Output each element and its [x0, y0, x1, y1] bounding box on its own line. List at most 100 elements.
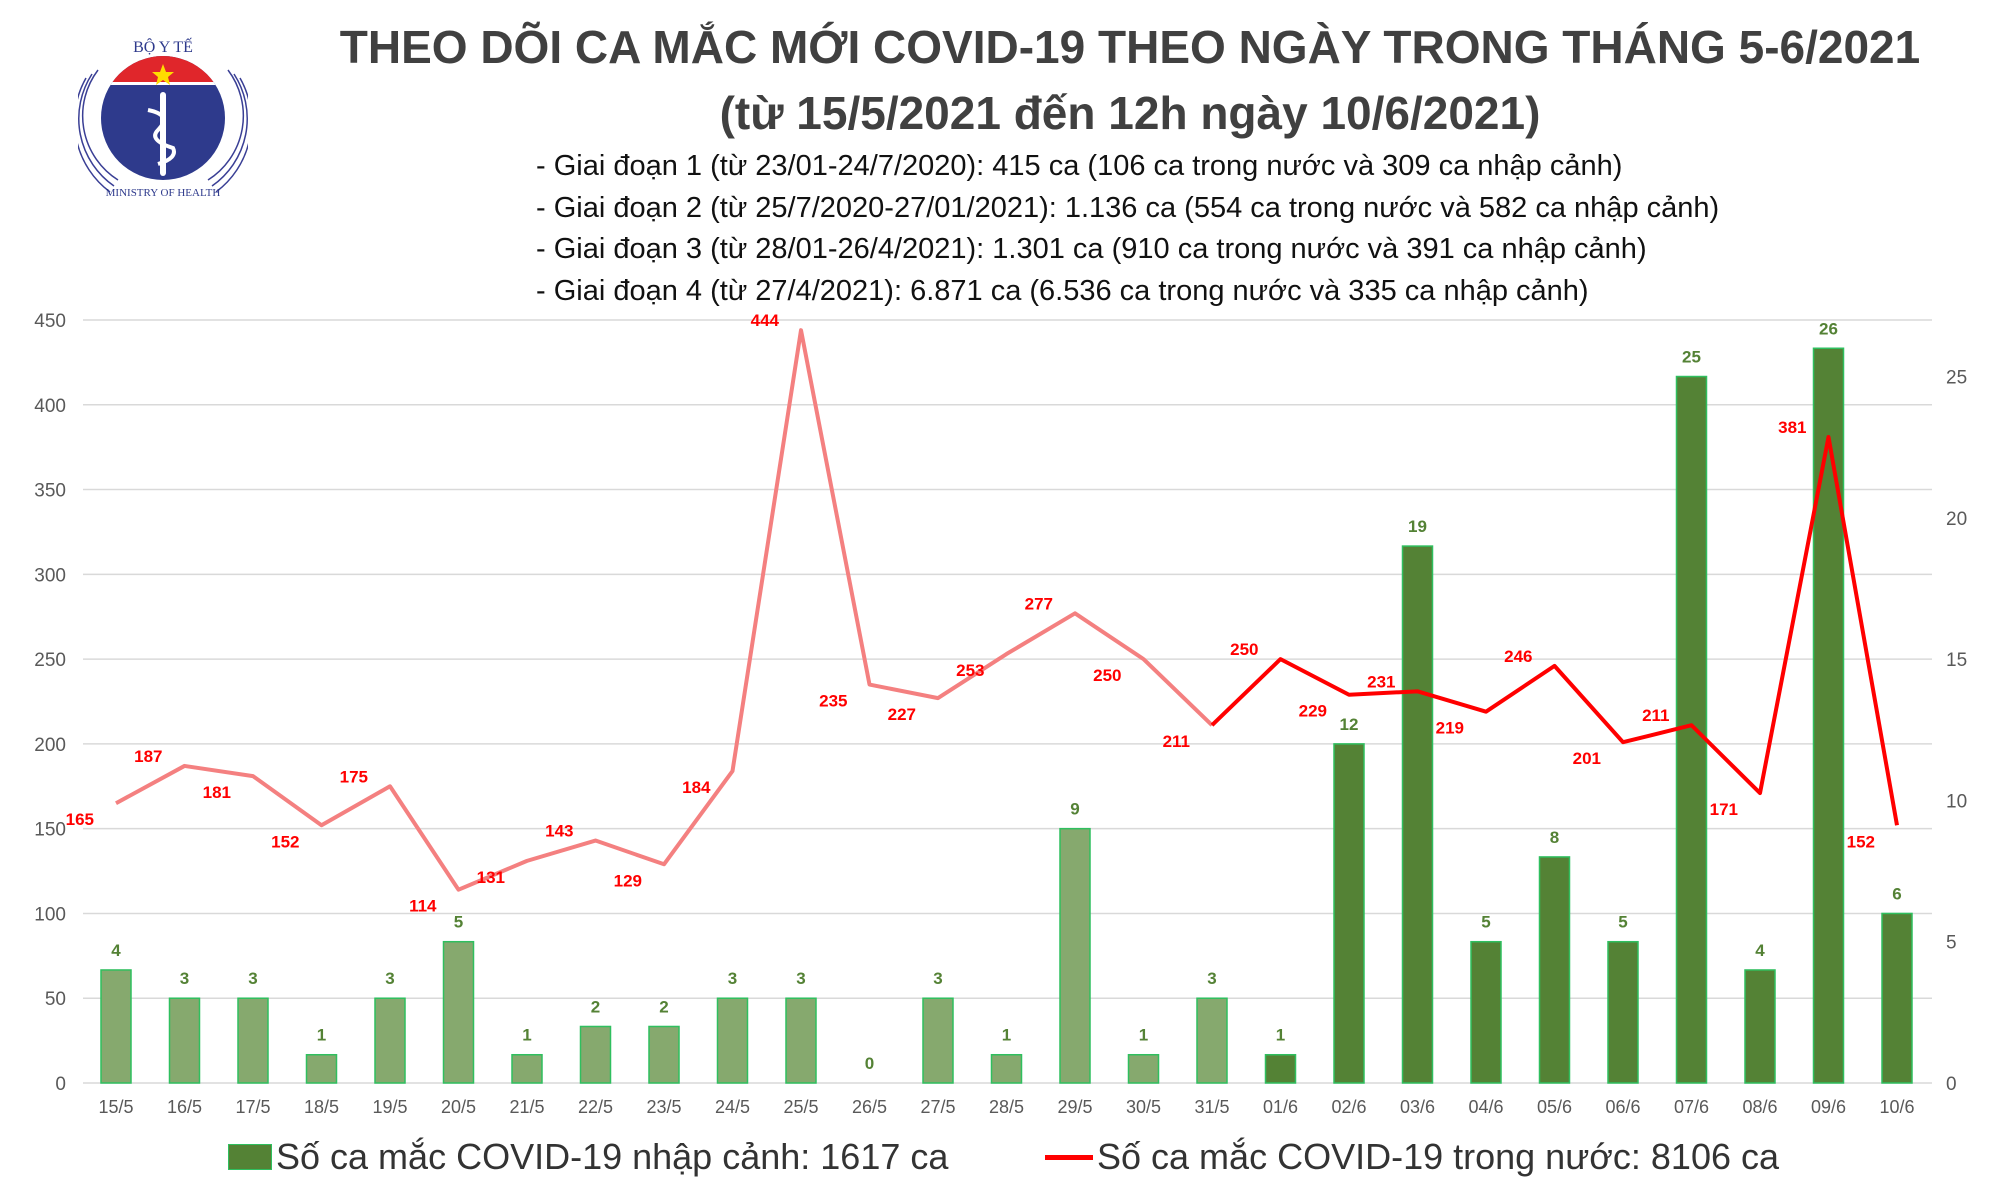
- line-value-label: 253: [956, 661, 984, 680]
- bar-value-label: 2: [659, 997, 668, 1016]
- line-value-label: 165: [66, 810, 94, 829]
- line-value-label: 229: [1299, 702, 1327, 721]
- line-value-label: 444: [751, 311, 780, 330]
- bar-value-label: 19: [1408, 517, 1427, 536]
- x-axis-tick: 22/5: [578, 1097, 613, 1117]
- left-axis-tick: 300: [34, 565, 66, 586]
- line-value-label: 175: [340, 767, 368, 786]
- phase-4-text: - Giai đoạn 4 (từ 27/4/2021): 6.871 ca (…: [536, 274, 1589, 307]
- x-axis-tick: 23/5: [646, 1097, 681, 1117]
- line-value-label: 114: [409, 897, 437, 916]
- bar-value-label: 5: [1618, 913, 1627, 932]
- x-axis-tick: 04/6: [1468, 1097, 1503, 1117]
- line-series-recent: [1210, 434, 1899, 826]
- legend-bar: Số ca mắc COVID-19 nhập cảnh: 1617 ca: [228, 1136, 948, 1178]
- right-axis-tick: 0: [1946, 1074, 1957, 1095]
- bar-value-label: 2: [591, 997, 600, 1016]
- right-axis-tick: 10: [1946, 791, 1967, 812]
- bar-21/5: [511, 1053, 543, 1084]
- right-axis-tick: 5: [1946, 933, 1957, 954]
- line-value-label: 227: [888, 705, 916, 724]
- x-axis-tick: 02/6: [1331, 1097, 1366, 1117]
- left-axis-tick: 450: [34, 311, 66, 332]
- bar-value-label: 1: [1139, 1026, 1148, 1045]
- line-value-label: 219: [1436, 719, 1464, 738]
- bar-value-label: 0: [865, 1054, 874, 1073]
- x-axis-tick: 26/5: [852, 1097, 887, 1117]
- chart-title: THEO DÕI CA MẮC MỚI COVID-19 THEO NGÀY T…: [339, 21, 1921, 73]
- bar-19/5: [374, 997, 406, 1084]
- line-value-label: 235: [819, 692, 847, 711]
- bar-value-label: 3: [248, 969, 257, 988]
- phase-summary: - Giai đoạn 1 (từ 23/01-24/7/2020): 415 …: [536, 146, 1719, 312]
- left-axis-tick: 150: [34, 820, 66, 841]
- legend-line-label: Số ca mắc COVID-19 trong nước: 8106 ca: [1097, 1136, 1780, 1177]
- bar-06/6: [1607, 940, 1639, 1084]
- bar-04/6: [1470, 940, 1502, 1084]
- x-axis-tick: 28/5: [989, 1097, 1024, 1117]
- bar-31/5: [1196, 997, 1228, 1084]
- bar-25/5: [785, 997, 817, 1084]
- legend-line-swatch: [1045, 1154, 1093, 1160]
- bar-value-label: 4: [1755, 941, 1765, 960]
- line-value-label: 152: [271, 832, 299, 851]
- line-value-label: 143: [545, 822, 573, 841]
- line-value-label: 184: [682, 778, 711, 797]
- bar-value-label: 5: [454, 913, 463, 932]
- bar-30/5: [1127, 1053, 1160, 1084]
- line-value-label: 211: [1642, 706, 1669, 725]
- left-axis-tick: 200: [34, 735, 66, 756]
- bar-value-label: 1: [522, 1026, 531, 1045]
- right-axis-tick: 15: [1946, 650, 1967, 671]
- bar-value-label: 8: [1550, 828, 1559, 847]
- bar-value-label: 26: [1819, 319, 1838, 338]
- x-axis-tick: 15/5: [98, 1097, 133, 1117]
- line-value-label: 152: [1847, 832, 1875, 851]
- bar-value-label: 3: [1207, 969, 1216, 988]
- bar-value-label: 3: [180, 969, 189, 988]
- bar-value-label: 4: [111, 941, 121, 960]
- right-axis-tick: 25: [1946, 368, 1967, 389]
- bar-05/6: [1538, 856, 1571, 1084]
- bar-23/5: [648, 1025, 680, 1084]
- x-axis-tick: 01/6: [1263, 1097, 1298, 1117]
- phase-3-text: - Giai đoạn 3 (từ 28/01-26/4/2021): 1.30…: [536, 233, 1647, 265]
- line-value-label: 131: [477, 868, 505, 887]
- bar-value-label: 1: [1002, 1026, 1011, 1045]
- bar-value-label: 25: [1682, 348, 1701, 367]
- right-axis-tick: 20: [1946, 509, 1967, 530]
- phase-2-text: - Giai đoạn 2 (từ 25/7/2020-27/01/2021):…: [536, 191, 1720, 224]
- legend-bar-swatch: [228, 1144, 272, 1170]
- bar-15/5: [100, 969, 132, 1084]
- bar-value-label: 5: [1481, 913, 1490, 932]
- logo-top-text: BỘ Y TẾ: [133, 37, 193, 56]
- line-value-label: 129: [614, 871, 642, 890]
- left-axis-tick: 0: [55, 1074, 66, 1095]
- legend-bar-label: Số ca mắc COVID-19 nhập cảnh: 1617 ca: [276, 1136, 949, 1177]
- x-axis-tick: 10/6: [1879, 1097, 1914, 1117]
- bar-29/5: [1059, 827, 1091, 1084]
- line-value-label: 171: [1710, 800, 1738, 819]
- x-axis-tick: 20/5: [441, 1097, 476, 1117]
- phase-1-text: - Giai đoạn 1 (từ 23/01-24/7/2020): 415 …: [536, 150, 1623, 182]
- ministry-of-health-logo: BỘ Y TẾ MINISTRY OF HEALTH: [78, 37, 248, 199]
- bar-value-label: 3: [385, 969, 394, 988]
- bar-value-label: 1: [1276, 1026, 1285, 1045]
- line-value-label: 181: [203, 783, 231, 802]
- x-axis-tick: 25/5: [783, 1097, 818, 1117]
- x-axis-tick: 24/5: [715, 1097, 750, 1117]
- line-value-label: 201: [1573, 749, 1601, 768]
- left-axis-tick: 100: [34, 904, 66, 925]
- bar-value-label: 3: [728, 969, 737, 988]
- bar-28/5: [990, 1053, 1023, 1084]
- x-axis-tick: 09/6: [1811, 1097, 1846, 1117]
- x-axis-tick: 19/5: [372, 1097, 407, 1117]
- x-axis-tick: 06/6: [1605, 1097, 1640, 1117]
- bar-value-label: 3: [933, 969, 942, 988]
- x-axis-tick: 03/6: [1400, 1097, 1435, 1117]
- bar-16/5: [168, 997, 201, 1084]
- line-value-label: 246: [1504, 647, 1532, 666]
- x-axis-tick: 31/5: [1194, 1097, 1229, 1117]
- line-value-label: 277: [1025, 594, 1053, 613]
